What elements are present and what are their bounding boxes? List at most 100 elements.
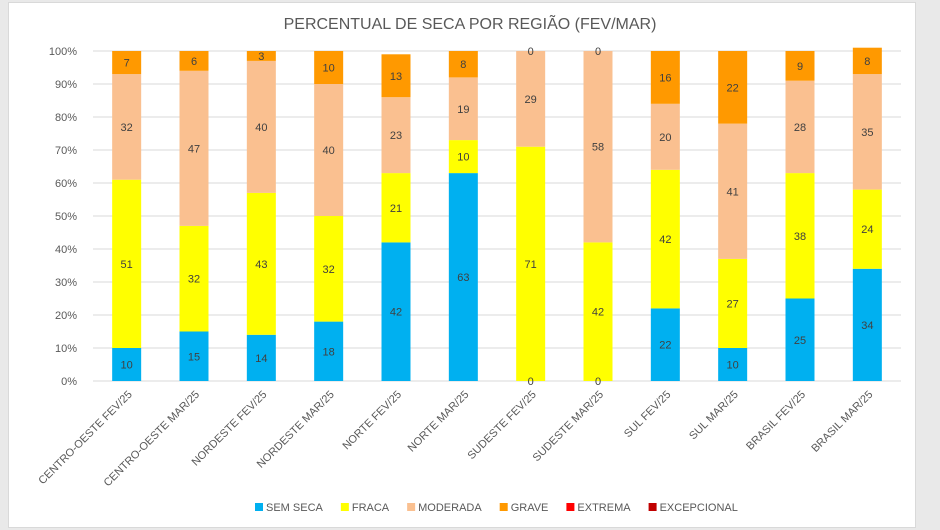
data-labels: 10 51 32 7 15 32 47 6 14 43 40 3 18 32 40 10 42 21 23 13 63 1… [121,46,874,388]
bar-segment [246,51,276,61]
x-tick-label: NORDESTE MAR/25 [255,389,337,471]
data-label: 22 [727,82,739,94]
data-label: 42 [390,307,402,319]
bar-segment [650,308,680,381]
data-label: 23 [390,130,402,142]
data-label: 20 [659,132,671,144]
legend-label: MODERADA [418,502,482,514]
data-label: 28 [794,122,806,134]
bar-segment [381,54,411,98]
bar-segment [650,51,680,104]
data-label: 6 [191,56,197,68]
data-label: 32 [323,264,335,276]
data-label: 7 [124,58,130,70]
legend-label: EXCEPCIONAL [660,502,738,514]
data-label: 21 [390,203,402,215]
data-label: 15 [188,351,200,363]
data-label: 0 [595,46,601,58]
bar-segment [381,242,411,381]
legend-label: FRACA [352,502,390,514]
data-label: 0 [595,376,601,388]
grid-lines [93,50,901,382]
data-label: 32 [188,274,200,286]
data-label: 63 [457,272,469,284]
data-label: 0 [528,376,534,388]
bar-segment [381,173,411,243]
data-label: 42 [659,234,671,246]
y-tick-label: 40% [55,244,77,256]
bar-segment [179,331,209,381]
bar-segment [112,51,142,75]
bar-segment [852,189,882,269]
data-label: 42 [592,307,604,319]
data-label: 51 [121,259,133,271]
bar-segment [785,80,815,174]
data-label: 18 [323,346,335,358]
x-tick-label: SUDESTE FEV/25 [465,389,538,462]
y-tick-label: 100% [49,46,77,58]
bar-segment [516,51,546,147]
data-label: 3 [258,51,264,63]
bar-segment [785,51,815,81]
bar-segment [448,173,478,381]
data-label: 8 [864,56,870,68]
bar-segment [718,51,748,124]
x-tick-label: BRASIL FEV/25 [744,389,808,453]
y-axis-ticks: 0% 10% 20% 30% 40% 50% 60% 70% 80% 90% 100% [49,46,77,388]
legend-swatch [340,503,349,511]
y-tick-label: 30% [55,277,77,289]
legend-swatch [648,503,657,511]
data-label: 10 [121,360,133,372]
x-tick-label: SUL MAR/25 [687,389,741,443]
data-label: 41 [727,186,739,198]
x-tick-label: NORDESTE FEV/25 [190,389,270,469]
chart-title: PERCENTUAL DE SECA POR REGIÃO (FEV/MAR) [284,13,657,33]
data-label: 22 [659,340,671,352]
data-label: 58 [592,142,604,154]
bar-segment [314,84,344,216]
data-label: 9 [797,61,803,73]
data-label: 13 [390,71,402,83]
data-label: 10 [323,63,335,75]
bar-segment [179,51,209,71]
x-tick-label: SUL FEV/25 [622,389,673,440]
bar-segment [852,74,882,190]
bar-segment [246,192,276,335]
data-label: 14 [255,353,267,365]
data-label: 25 [794,335,806,347]
bar-segment [785,298,815,381]
bar-segment [785,173,815,299]
y-tick-label: 60% [55,178,77,190]
data-label: 40 [323,145,335,157]
bar-segment [246,334,276,381]
data-label: 19 [457,104,469,116]
chart-canvas: PERCENTUAL DE SECA POR REGIÃO (FEV/MAR) … [36,13,901,514]
data-label: 71 [525,259,537,271]
bar-segment [650,169,680,309]
data-label: 35 [861,127,873,139]
bar-segment [112,179,142,348]
data-label: 34 [861,320,873,332]
data-label: 10 [727,360,739,372]
y-tick-label: 20% [55,310,77,322]
data-label: 24 [861,224,873,236]
bar-segment [314,51,344,84]
legend-swatch [255,503,263,511]
legend-label: GRAVE [511,502,549,514]
y-tick-label: 90% [55,79,77,91]
y-tick-label: 80% [55,112,77,124]
data-label: 0 [528,46,534,58]
legend-label: EXTREMA [577,502,631,514]
bar-segment [112,348,142,381]
legend-swatch [407,503,416,511]
bar-segment [112,74,142,180]
bar-segment [314,321,344,381]
bar-segment [314,216,344,322]
bar-segment [583,242,613,381]
y-tick-label: 50% [55,211,77,223]
bar-segment [246,60,276,193]
bar-segment [583,51,613,243]
data-label: 16 [659,72,671,84]
bar-segment [718,123,748,259]
